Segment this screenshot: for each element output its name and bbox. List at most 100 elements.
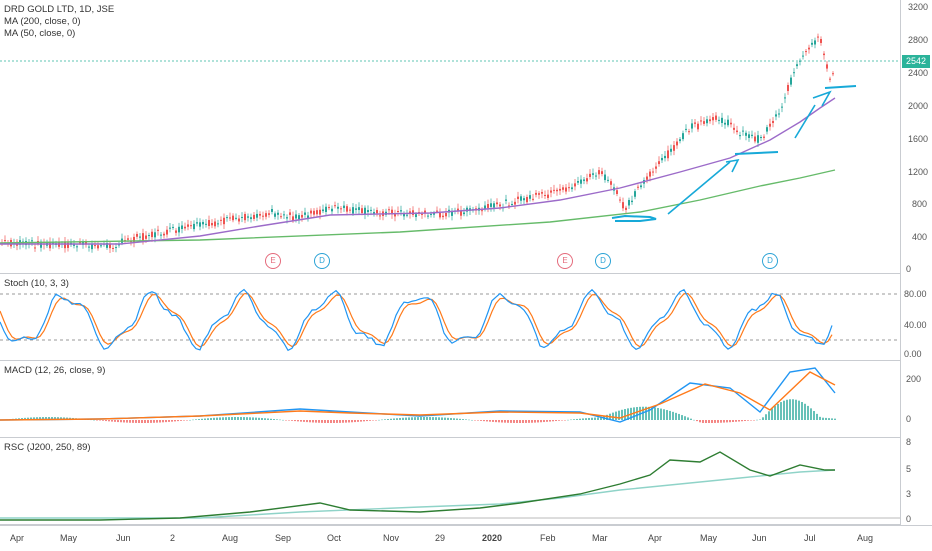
candle-body	[673, 145, 675, 151]
candle-body	[274, 213, 276, 217]
candle-body	[343, 205, 345, 209]
candle-body	[529, 195, 531, 199]
candle-body	[244, 213, 246, 221]
macd-histogram-bar	[411, 417, 413, 420]
candle-body	[553, 189, 555, 191]
macd-histogram-bar	[339, 420, 341, 423]
macd-histogram-bar	[204, 418, 206, 420]
macd-histogram-bar	[708, 420, 710, 423]
rsc-line	[0, 451, 835, 521]
candle-body	[346, 206, 348, 212]
macd-histogram-bar	[174, 420, 176, 422]
time-label: Aug	[857, 533, 874, 543]
candle-body	[424, 210, 426, 213]
macd-histogram-bar	[183, 420, 185, 421]
ma50-legend[interactable]: MA (50, close, 0)	[4, 28, 76, 39]
macd-histogram-bar	[375, 420, 377, 421]
macd-histogram-bar	[567, 419, 569, 421]
candle-body	[340, 208, 342, 210]
candle-body	[349, 209, 351, 211]
macd-histogram-bar	[756, 419, 758, 421]
candle-body	[190, 225, 192, 227]
macd-histogram-bar	[816, 413, 818, 420]
macd-pane[interactable]	[0, 361, 900, 438]
macd-histogram-bar	[36, 417, 38, 420]
candle-body	[760, 137, 762, 139]
macd-axis[interactable]	[900, 361, 932, 438]
earnings-event-marker[interactable]: E	[557, 253, 573, 269]
candle-body	[793, 72, 795, 74]
ma200-legend[interactable]: MA (200, close, 0)	[4, 16, 81, 27]
macd-histogram-bar	[444, 417, 446, 420]
macd-histogram-bar	[60, 417, 62, 420]
macd-histogram-bar	[684, 416, 686, 420]
candle-body	[271, 209, 273, 212]
macd-histogram-bar	[456, 418, 458, 420]
candle-body	[505, 199, 507, 201]
candle-body	[301, 214, 303, 218]
macd-histogram-bar	[771, 408, 773, 420]
candle-body	[238, 218, 240, 222]
macd-legend[interactable]: MACD (12, 26, close, 9)	[4, 365, 106, 376]
macd-histogram-bar	[219, 417, 221, 420]
candle-body	[160, 234, 162, 236]
stoch-tick: 40.00	[904, 320, 927, 330]
candle-body	[151, 231, 153, 238]
price-axis[interactable]	[900, 0, 932, 274]
candle-body	[541, 192, 543, 194]
macd-histogram-bar	[798, 400, 800, 420]
candle-body	[307, 215, 309, 220]
macd-histogram-bar	[159, 420, 161, 423]
earnings-event-marker[interactable]: E	[265, 253, 281, 269]
stoch-axis[interactable]	[900, 274, 932, 361]
dividend-event-marker[interactable]: D	[762, 253, 778, 269]
candle-body	[655, 166, 657, 169]
candle-body	[778, 113, 780, 115]
stochastic-chart-group	[0, 288, 900, 352]
dividend-event-marker[interactable]: D	[595, 253, 611, 269]
macd-histogram-bar	[450, 418, 452, 420]
macd-histogram-bar	[804, 403, 806, 420]
symbol-title[interactable]: DRD GOLD LTD, 1D, JSE	[4, 4, 115, 15]
macd-histogram-bar	[309, 420, 311, 423]
macd-histogram-bar	[618, 410, 620, 420]
macd-histogram-bar	[723, 420, 725, 423]
macd-histogram-bar	[501, 420, 503, 423]
candle-body	[484, 205, 486, 209]
macd-histogram-bar	[465, 419, 467, 420]
rsc-axis[interactable]	[900, 438, 932, 525]
macd-histogram-bar	[480, 420, 482, 421]
candle-body	[580, 179, 582, 184]
candle-body	[172, 226, 174, 228]
rsc-legend[interactable]: RSC (J200, 250, 89)	[4, 442, 91, 453]
candle-body	[328, 207, 330, 209]
macd-histogram-bar	[786, 399, 788, 420]
macd-histogram-bar	[543, 420, 545, 423]
candle-body	[781, 106, 783, 108]
macd-histogram-bar	[231, 417, 233, 420]
time-label: Jun	[752, 533, 767, 543]
candle-body	[550, 190, 552, 193]
stochastic-pane[interactable]	[0, 274, 900, 361]
candle-body	[142, 233, 144, 241]
macd-histogram-bar	[825, 417, 827, 420]
main-price-pane[interactable]	[0, 0, 900, 274]
rsc-pane[interactable]	[0, 438, 900, 525]
candle-body	[178, 226, 180, 233]
macd-histogram-bar	[612, 412, 614, 420]
macd-histogram-bar	[414, 417, 416, 420]
rsc-tick: 8	[906, 437, 912, 447]
rsc-tick: 0	[906, 514, 912, 524]
time-axis[interactable]	[0, 525, 932, 551]
macd-histogram-bar	[696, 420, 698, 422]
candle-body	[799, 60, 801, 62]
macd-histogram-bar	[405, 417, 407, 420]
candle-body	[595, 175, 597, 177]
stoch-legend[interactable]: Stoch (10, 3, 3)	[4, 278, 69, 289]
candle-body	[118, 244, 120, 246]
chart-canvas[interactable]	[0, 0, 900, 530]
dividend-event-marker[interactable]: D	[314, 253, 330, 269]
candle-body	[571, 187, 573, 190]
candle-body	[169, 227, 171, 229]
candle-body	[568, 187, 570, 189]
